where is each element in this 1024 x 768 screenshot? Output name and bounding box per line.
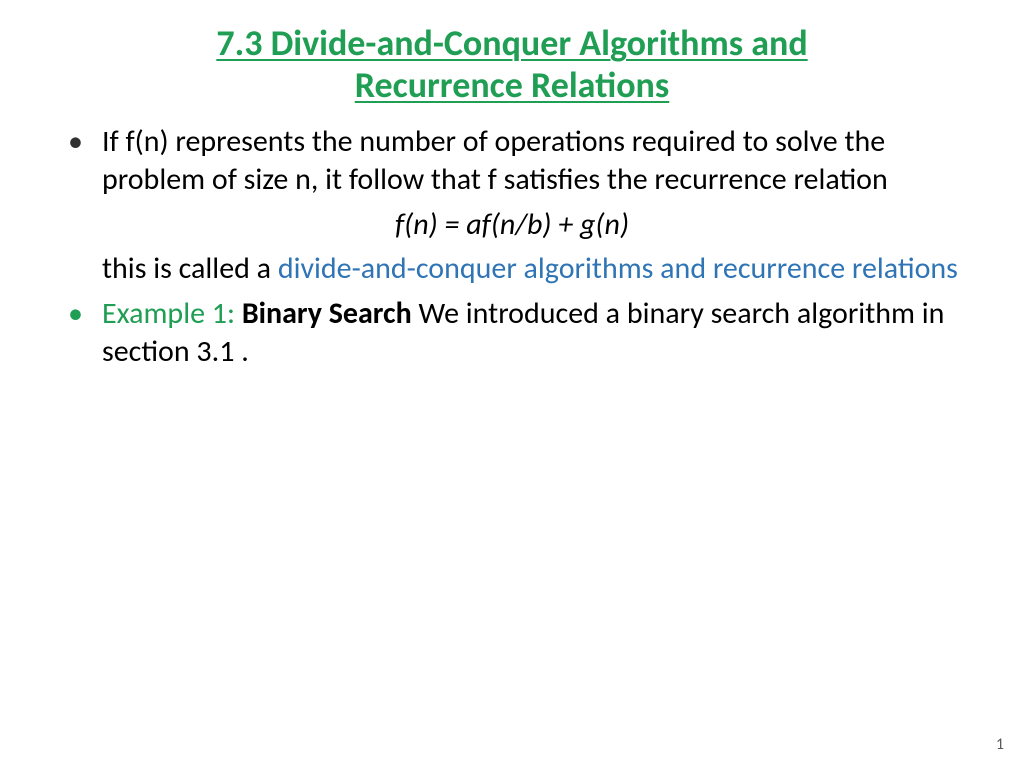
slide-body-2: Example 1: Binary Search We introduced a… bbox=[58, 295, 966, 372]
page-number: 1 bbox=[996, 735, 1004, 754]
example-label: Example 1: bbox=[102, 295, 235, 332]
recurrence-formula: f(n) = af(n/b) + g(n) bbox=[58, 206, 966, 244]
bullet-example-1: Example 1: Binary Search We introduced a… bbox=[58, 295, 966, 372]
slide-body: If f(n) represents the number of operati… bbox=[58, 123, 966, 200]
divide-conquer-naming: this is called a divide-and-conquer algo… bbox=[58, 250, 966, 288]
example-bold: Binary Search bbox=[242, 295, 412, 332]
naming-highlight: divide-and-conquer algorithms and recurr… bbox=[278, 250, 958, 287]
title-line-1: 7.3 Divide-and-Conquer Algorithms and bbox=[216, 21, 807, 65]
slide-title: 7.3 Divide-and-Conquer Algorithms and Re… bbox=[58, 22, 966, 107]
bullet-recurrence-text: If f(n) represents the number of operati… bbox=[102, 123, 888, 198]
slide: 7.3 Divide-and-Conquer Algorithms and Re… bbox=[0, 0, 1024, 768]
bullet-recurrence-def: If f(n) represents the number of operati… bbox=[58, 123, 966, 200]
naming-prefix: this is called a bbox=[102, 250, 278, 287]
title-line-2: Recurrence Relations bbox=[355, 63, 669, 107]
